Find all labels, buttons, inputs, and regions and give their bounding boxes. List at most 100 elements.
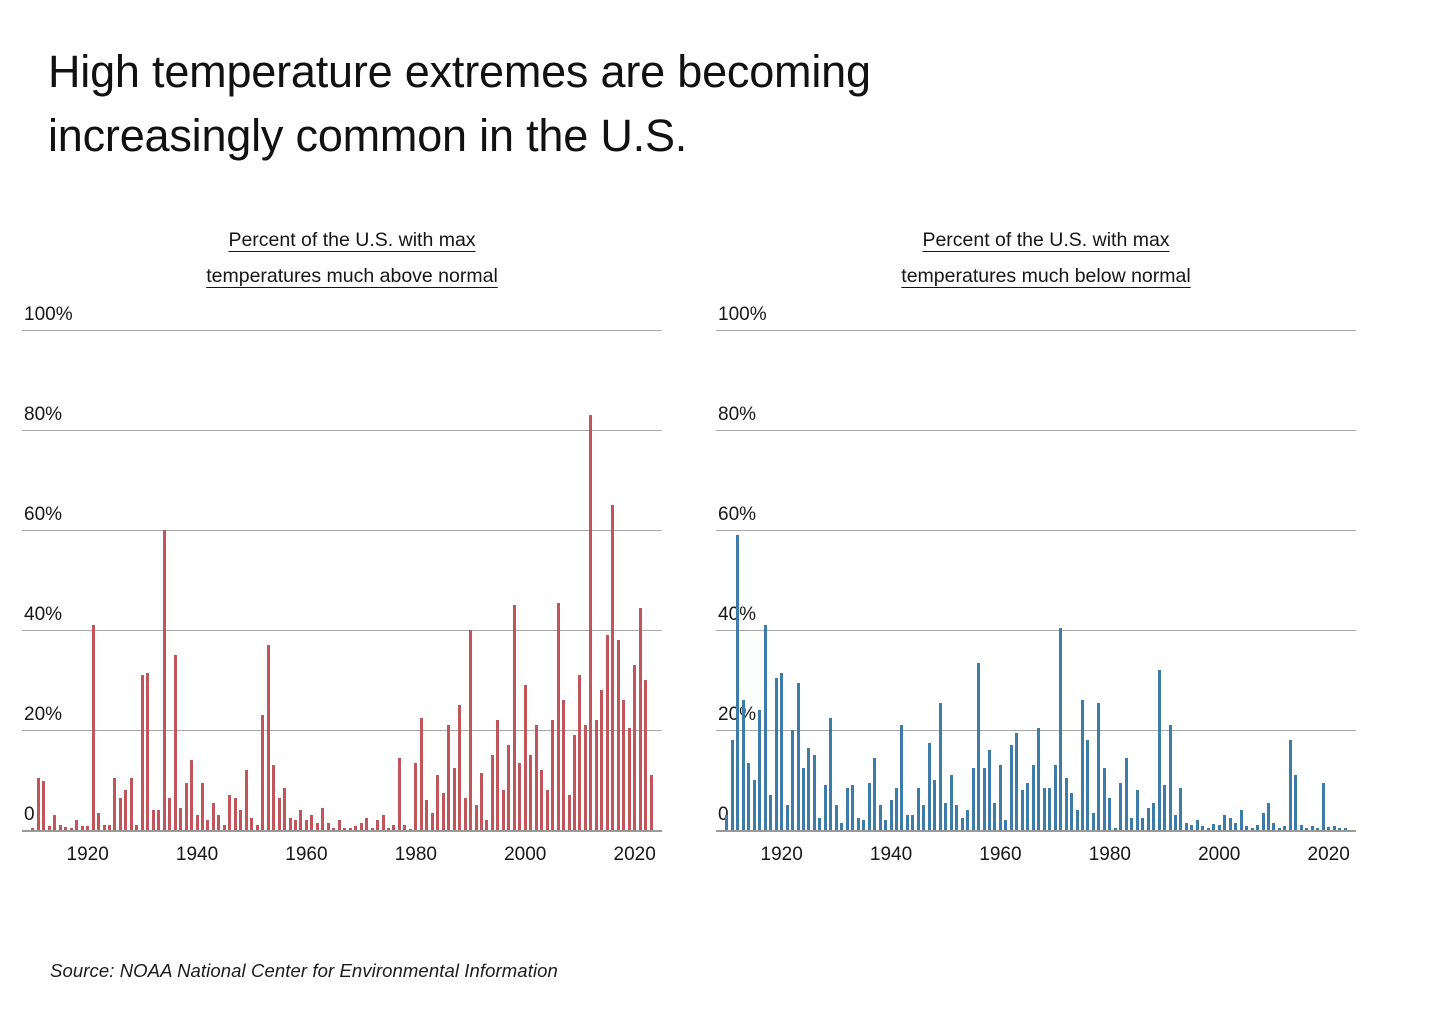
x-axis-tick-label: 1980	[1088, 844, 1131, 865]
bar	[1277, 827, 1281, 830]
bar	[862, 820, 866, 830]
bar	[955, 805, 959, 830]
bar	[1228, 817, 1232, 830]
bar	[736, 535, 740, 830]
bar	[540, 770, 544, 830]
gridline	[22, 830, 662, 832]
bar	[195, 815, 199, 830]
bar	[501, 790, 505, 830]
bar	[244, 770, 248, 830]
bar	[86, 826, 90, 830]
bar	[774, 677, 778, 830]
bar	[261, 715, 265, 830]
bar	[1020, 790, 1024, 830]
y-axis-tick-label: 0	[718, 804, 729, 825]
bar	[944, 802, 948, 830]
gridline	[716, 730, 1356, 731]
bar	[64, 827, 68, 830]
bar	[725, 815, 729, 830]
bar	[1272, 822, 1276, 830]
bar	[496, 720, 500, 830]
bar	[425, 800, 429, 830]
gridline	[716, 330, 1356, 331]
bar	[211, 802, 215, 830]
y-axis-tick-label: 100%	[718, 304, 767, 325]
bar	[1299, 825, 1303, 830]
y-axis-tick-label: 100%	[24, 304, 73, 325]
bar	[140, 675, 144, 830]
bar	[845, 787, 849, 830]
bar	[529, 755, 533, 830]
bar	[993, 802, 997, 830]
gridline	[716, 830, 1356, 832]
bar	[42, 781, 46, 830]
bar	[752, 780, 756, 830]
bar	[1212, 824, 1216, 830]
bar	[1288, 740, 1292, 830]
bar	[927, 742, 931, 830]
bar	[479, 772, 483, 830]
page-title: High temperature extremes are becoming i…	[48, 46, 871, 161]
bar	[365, 817, 369, 830]
bar	[802, 767, 806, 830]
gridline	[716, 430, 1356, 431]
bar	[818, 817, 822, 830]
bar	[1316, 827, 1320, 830]
bar	[878, 805, 882, 830]
bar	[1163, 785, 1167, 830]
bar	[1135, 790, 1139, 830]
bar	[239, 810, 243, 830]
bar	[1305, 827, 1309, 830]
bar	[354, 826, 358, 830]
y-axis-tick-label: 60%	[718, 504, 757, 525]
bar	[168, 797, 172, 830]
bar	[1173, 815, 1177, 830]
bar	[304, 820, 308, 830]
bar	[1080, 700, 1084, 830]
bar	[294, 820, 297, 830]
bar	[600, 690, 604, 830]
x-axis-tick-label: 2000	[1198, 844, 1241, 865]
bar	[1184, 822, 1188, 830]
bar	[1042, 787, 1046, 830]
bar	[1053, 765, 1057, 830]
bar	[321, 807, 325, 830]
bar	[490, 755, 494, 830]
bar	[1015, 732, 1019, 830]
x-axis-tick-label: 1960	[285, 844, 328, 865]
bar	[206, 820, 210, 830]
bar	[1113, 827, 1117, 830]
bar	[572, 735, 576, 830]
y-axis-tick-label: 40%	[24, 604, 63, 625]
bar	[108, 825, 112, 830]
bar	[370, 827, 374, 830]
gridline	[716, 630, 1356, 631]
bar	[348, 827, 352, 830]
bar	[69, 828, 73, 830]
bar	[469, 630, 473, 830]
bar	[763, 625, 767, 830]
bar	[447, 725, 451, 830]
bar	[343, 827, 347, 830]
bar	[583, 725, 587, 830]
x-axis-tick-label: 1940	[175, 844, 219, 865]
bar	[1179, 787, 1183, 830]
bar	[578, 675, 582, 830]
bar	[381, 815, 385, 830]
bar	[1250, 827, 1254, 830]
bar	[911, 815, 915, 830]
bar	[1097, 702, 1101, 830]
bar	[622, 700, 626, 830]
bar	[1124, 757, 1128, 830]
chart-panels: Percent of the U.S. with max temperature…	[0, 222, 1450, 922]
bar	[1157, 670, 1161, 830]
bar	[337, 820, 341, 830]
bar	[1102, 767, 1106, 830]
gridline	[716, 530, 1356, 531]
bar	[1343, 828, 1347, 830]
panel-title-above: Percent of the U.S. with max temperature…	[22, 222, 682, 294]
bar	[807, 747, 811, 830]
bar	[840, 822, 844, 830]
bar	[91, 625, 95, 830]
bar	[1266, 802, 1270, 830]
